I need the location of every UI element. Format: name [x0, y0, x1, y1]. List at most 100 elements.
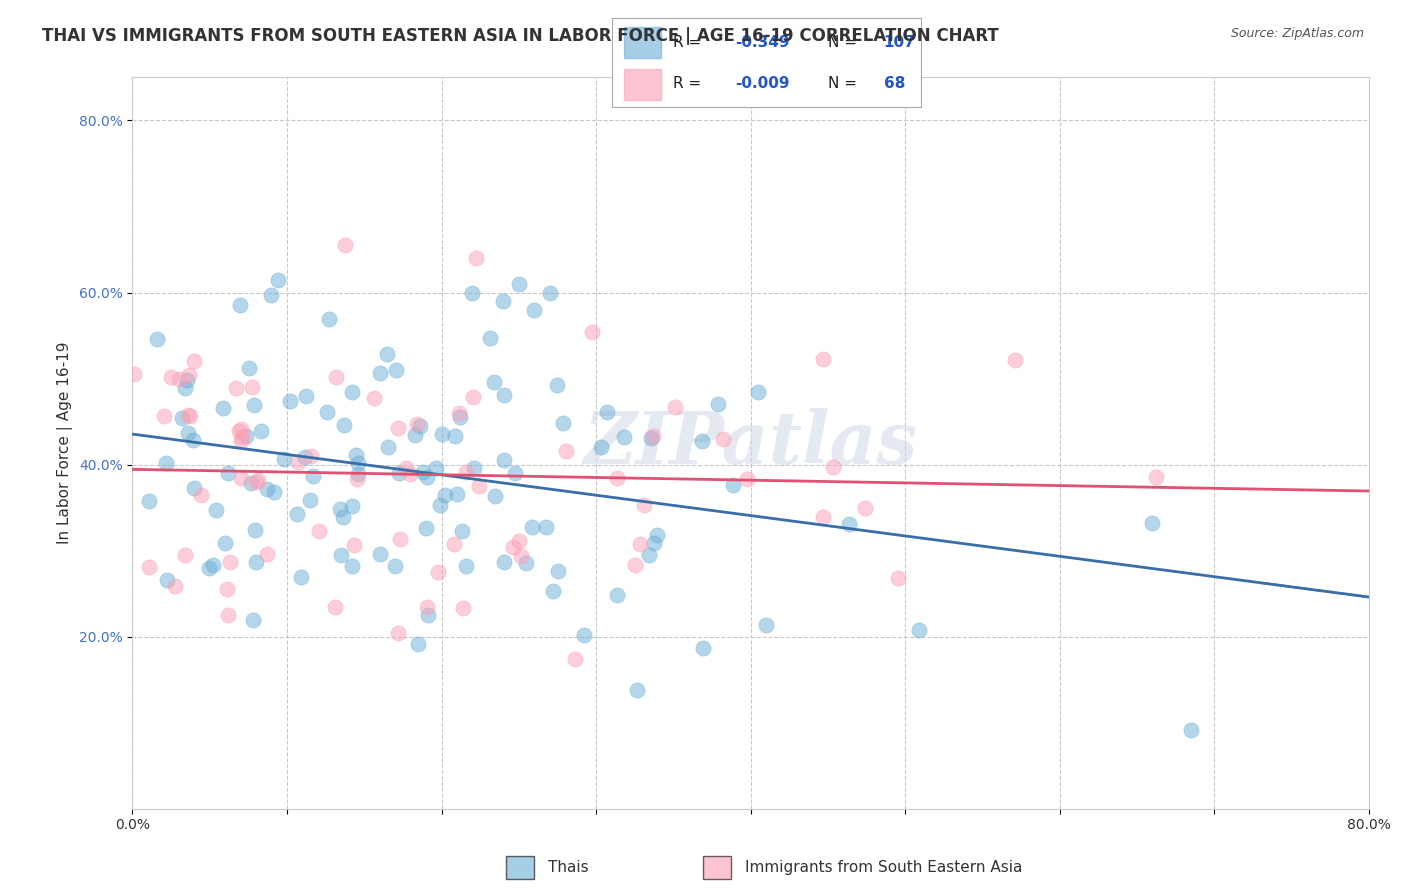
Point: [581, 325, 603, 339]
Point: [247, 473, 270, 487]
Point: [553, 416, 575, 430]
Point: [330, 549, 353, 563]
Point: [446, 486, 468, 500]
Point: [329, 501, 352, 516]
Point: [606, 588, 628, 602]
Point: [647, 528, 669, 542]
Point: [290, 569, 312, 583]
Point: [564, 652, 586, 666]
Point: [201, 558, 224, 572]
Point: [461, 390, 484, 404]
Point: [173, 381, 195, 395]
Text: THAI VS IMMIGRANTS FROM SOUTH EASTERN ASIA IN LABOR FORCE | AGE 16-19 CORRELATIO: THAI VS IMMIGRANTS FROM SOUTH EASTERN AS…: [42, 27, 998, 45]
Point: [454, 558, 477, 573]
Point: [416, 470, 439, 484]
Point: [626, 682, 648, 697]
Point: [416, 600, 439, 615]
Point: [406, 637, 429, 651]
Point: [465, 252, 488, 266]
Point: [538, 285, 561, 300]
Point: [755, 617, 778, 632]
Point: [523, 302, 546, 317]
Point: [318, 312, 340, 326]
Point: [250, 424, 273, 438]
Point: [217, 466, 239, 480]
Point: [510, 549, 533, 564]
Point: [838, 517, 860, 532]
Point: [628, 537, 651, 551]
Point: [298, 493, 321, 508]
Point: [811, 509, 834, 524]
Point: [183, 354, 205, 368]
Point: [434, 488, 457, 502]
Text: -0.349: -0.349: [735, 36, 790, 50]
Point: [273, 451, 295, 466]
Point: [156, 574, 179, 588]
Point: [190, 488, 212, 502]
Point: [429, 498, 451, 512]
Point: [887, 571, 910, 585]
Text: Immigrants from South Eastern Asia: Immigrants from South Eastern Asia: [745, 860, 1022, 874]
Point: [340, 385, 363, 400]
Point: [1144, 469, 1167, 483]
Point: [235, 428, 257, 442]
Point: [333, 237, 356, 252]
Point: [747, 385, 769, 400]
Point: [707, 397, 730, 411]
Point: [243, 523, 266, 537]
Bar: [624, 27, 661, 58]
Point: [155, 456, 177, 470]
Point: [430, 427, 453, 442]
Point: [520, 520, 543, 534]
Point: [508, 534, 530, 549]
Point: [484, 489, 506, 503]
Point: [211, 401, 233, 415]
Point: [555, 444, 578, 458]
Point: [461, 285, 484, 300]
Point: [278, 394, 301, 409]
Point: [170, 410, 193, 425]
Point: [323, 599, 346, 614]
Point: [416, 607, 439, 622]
Point: [853, 500, 876, 515]
Point: [229, 434, 252, 448]
Point: [543, 584, 565, 599]
Point: [214, 535, 236, 549]
Point: [368, 367, 391, 381]
Point: [606, 471, 628, 485]
Point: [468, 479, 491, 493]
Point: [256, 547, 278, 561]
Point: [492, 294, 515, 309]
Point: [377, 440, 399, 454]
Point: [387, 626, 409, 640]
Point: [404, 428, 426, 442]
Bar: [624, 69, 661, 100]
Point: [346, 472, 368, 486]
Point: [640, 431, 662, 445]
Text: Thais: Thais: [548, 860, 589, 874]
Point: [443, 429, 465, 443]
Point: [231, 429, 253, 443]
Point: [243, 398, 266, 412]
Point: [713, 432, 735, 446]
Point: [451, 600, 474, 615]
Text: R =: R =: [673, 36, 707, 50]
Point: [589, 440, 612, 454]
Point: [347, 467, 370, 481]
Text: Source: ZipAtlas.com: Source: ZipAtlas.com: [1230, 27, 1364, 40]
Point: [546, 378, 568, 392]
Point: [332, 510, 354, 524]
Point: [343, 538, 366, 552]
Point: [690, 434, 713, 448]
Point: [456, 465, 478, 479]
Point: [463, 460, 485, 475]
Point: [238, 360, 260, 375]
Point: [502, 540, 524, 554]
Point: [340, 499, 363, 513]
Point: [449, 409, 471, 424]
Point: [1180, 723, 1202, 737]
Point: [572, 628, 595, 642]
Point: [181, 433, 204, 447]
Point: [425, 461, 447, 475]
Point: [721, 478, 744, 492]
